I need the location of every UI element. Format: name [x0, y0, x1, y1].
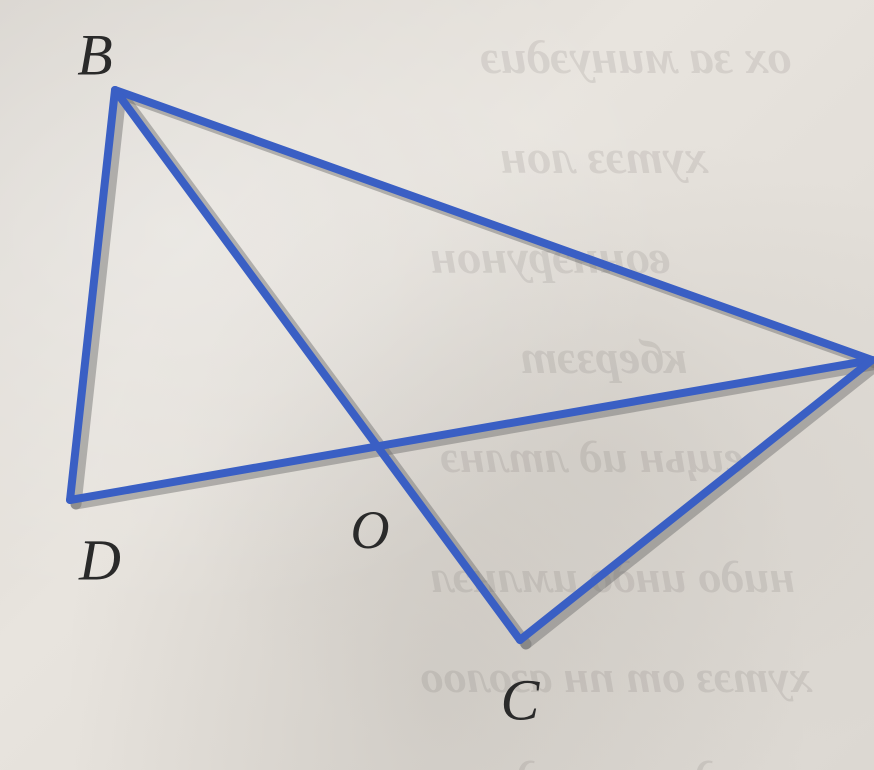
edge-BC	[115, 90, 520, 640]
edge-CA	[520, 360, 872, 640]
blue-edges	[70, 90, 872, 640]
edge-BD	[70, 90, 115, 500]
edge-DA	[70, 360, 872, 500]
edge-shadow-DA	[76, 364, 874, 504]
geometry-diagram	[0, 0, 874, 770]
label-D: D	[79, 527, 121, 594]
edge-shadow-BD	[76, 94, 121, 504]
edge-shadow-CA	[526, 364, 874, 644]
label-O: O	[351, 499, 390, 561]
label-B: B	[77, 22, 112, 89]
pencil-shadow-lines	[76, 94, 874, 644]
edge-BA	[115, 90, 872, 360]
label-C: C	[501, 667, 540, 734]
